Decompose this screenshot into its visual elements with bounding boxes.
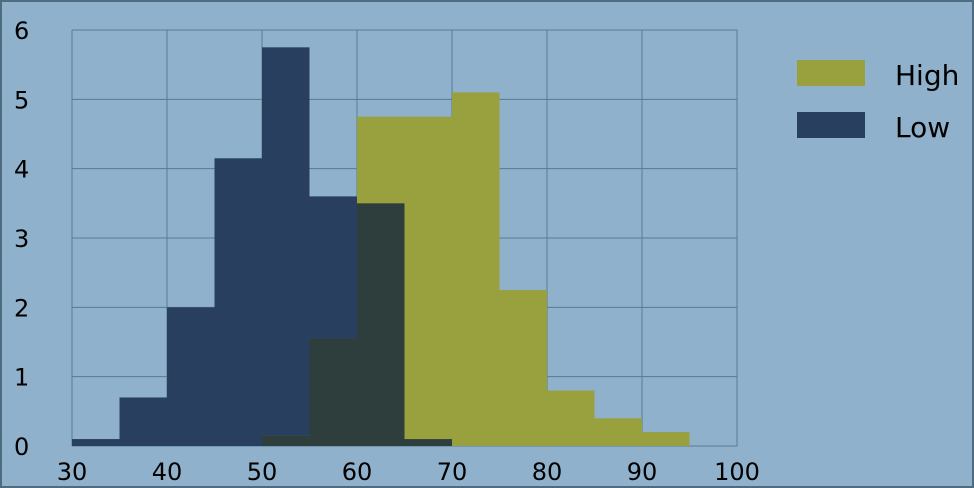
legend-swatch-low	[797, 112, 865, 138]
x-tick-label-100: 100	[714, 458, 760, 486]
bar-high-85-90	[594, 418, 642, 446]
x-tick-label-40: 40	[152, 458, 183, 486]
bar-low-50-55	[262, 47, 310, 446]
bar-low-30-35	[72, 439, 120, 446]
legend: High Low	[797, 59, 959, 144]
y-tick-label-3: 3	[14, 225, 29, 253]
legend-label-high: High	[895, 59, 959, 92]
y-tick-label-1: 1	[14, 364, 29, 392]
x-tick-label-50: 50	[247, 458, 278, 486]
bar-high-70-75	[452, 92, 500, 447]
x-tick-label-90: 90	[627, 458, 658, 486]
legend-swatch-high	[797, 60, 865, 86]
bar-overlap-55-60	[309, 338, 357, 446]
bar-low-40-45	[167, 307, 215, 446]
x-tick-label-70: 70	[437, 458, 468, 486]
y-tick-label-4: 4	[14, 156, 29, 184]
x-tick-label-60: 60	[342, 458, 373, 486]
histogram-bars	[72, 47, 690, 447]
bar-high-75-80	[499, 290, 547, 446]
axis-labels: 30 40 50 60 70 80 90 100 0 1 2 3 4 5 6	[14, 17, 760, 486]
y-tick-label-2: 2	[14, 294, 29, 322]
bar-overlap-65-70	[404, 439, 452, 446]
bar-low-35-40	[119, 397, 167, 446]
bar-overlap-60-65	[357, 203, 405, 446]
bar-overlap-50-55	[262, 435, 310, 446]
x-tick-label-80: 80	[532, 458, 563, 486]
bar-high-80-85	[547, 390, 595, 446]
x-tick-label-30: 30	[57, 458, 88, 486]
legend-label-low: Low	[895, 111, 950, 144]
y-tick-label-0: 0	[14, 433, 29, 461]
bar-high-65-70	[404, 116, 452, 447]
bar-low-45-50	[214, 158, 262, 446]
y-tick-label-6: 6	[14, 17, 29, 45]
y-tick-label-5: 5	[14, 86, 29, 114]
bar-high-90-95	[642, 432, 690, 446]
